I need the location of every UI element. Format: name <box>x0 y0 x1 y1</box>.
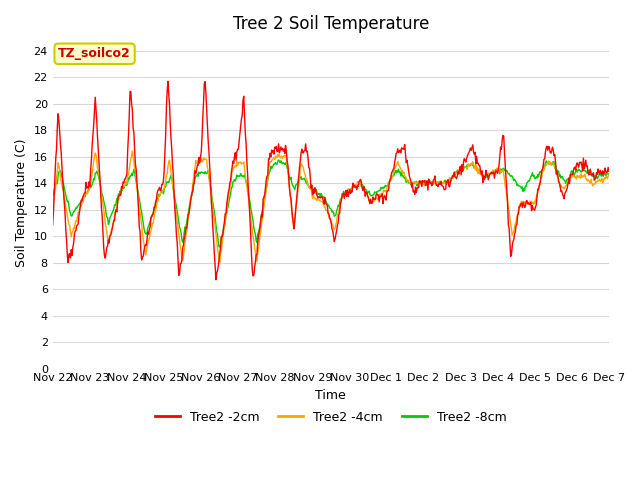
Tree2 -8cm <box>202 170 210 176</box>
Tree2 -2cm <box>49 222 56 228</box>
Tree2 -4cm <box>400 169 408 175</box>
Tree2 -8cm <box>173 204 180 209</box>
Tree2 -4cm <box>203 157 211 163</box>
Tree2 -4cm <box>129 148 136 154</box>
Tree2 -8cm <box>417 180 424 186</box>
Y-axis label: Soil Temperature (C): Soil Temperature (C) <box>15 139 28 267</box>
Tree2 -4cm <box>173 219 181 225</box>
Tree2 -4cm <box>49 207 56 213</box>
Tree2 -8cm <box>275 157 282 163</box>
Tree2 -2cm <box>59 178 67 183</box>
Tree2 -8cm <box>400 174 408 180</box>
Tree2 -4cm <box>417 179 424 185</box>
Tree2 -4cm <box>116 192 124 198</box>
Tree2 -2cm <box>203 106 211 111</box>
Tree2 -8cm <box>49 193 56 199</box>
Text: TZ_soilco2: TZ_soilco2 <box>58 47 131 60</box>
Tree2 -8cm <box>215 244 223 250</box>
Tree2 -8cm <box>59 177 67 183</box>
Tree2 -2cm <box>400 146 408 152</box>
Tree2 -2cm <box>116 192 124 198</box>
Tree2 -2cm <box>164 78 172 84</box>
Line: Tree2 -2cm: Tree2 -2cm <box>52 81 609 280</box>
Line: Tree2 -8cm: Tree2 -8cm <box>52 160 609 247</box>
Tree2 -2cm <box>173 240 181 246</box>
Tree2 -2cm <box>212 277 220 283</box>
Tree2 -2cm <box>417 180 424 185</box>
Line: Tree2 -4cm: Tree2 -4cm <box>52 151 609 262</box>
Tree2 -2cm <box>605 168 612 174</box>
Legend: Tree2 -2cm, Tree2 -4cm, Tree2 -8cm: Tree2 -2cm, Tree2 -4cm, Tree2 -8cm <box>150 406 511 429</box>
Tree2 -4cm <box>605 172 612 178</box>
X-axis label: Time: Time <box>316 389 346 402</box>
Title: Tree 2 Soil Temperature: Tree 2 Soil Temperature <box>232 15 429 33</box>
Tree2 -4cm <box>59 187 67 192</box>
Tree2 -8cm <box>605 171 612 177</box>
Tree2 -8cm <box>116 188 124 194</box>
Tree2 -4cm <box>216 259 223 265</box>
